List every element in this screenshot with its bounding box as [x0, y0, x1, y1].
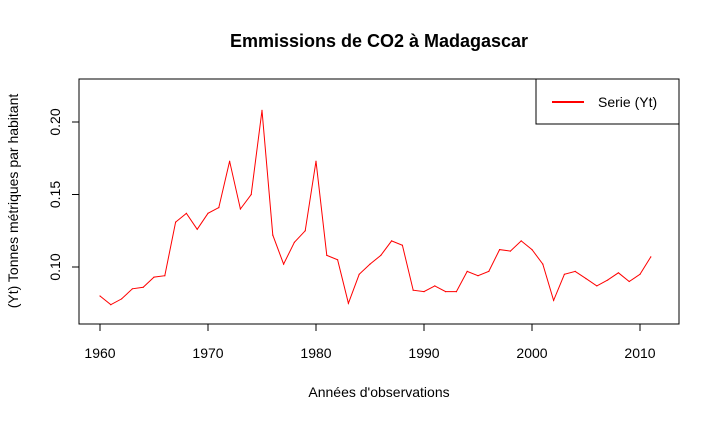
y-tick-label: 0.20	[47, 108, 63, 135]
data-point	[628, 280, 630, 283]
data-point	[358, 273, 360, 275]
data-point	[596, 285, 598, 287]
data-point	[239, 208, 241, 210]
data-point	[607, 279, 609, 281]
data-point	[261, 109, 263, 111]
data-point	[196, 228, 198, 230]
x-axis: 1960 1970 1980 1990 2000 2010	[84, 323, 656, 361]
data-point	[272, 234, 274, 236]
x-tick-label: 1970	[192, 345, 223, 361]
data-point	[412, 289, 414, 291]
y-axis-label: (Yt) Tonnes métriques par habitant	[5, 94, 21, 309]
data-point	[466, 270, 468, 272]
x-tick-label: 1980	[300, 345, 331, 361]
data-points	[99, 109, 652, 306]
data-point	[315, 160, 317, 162]
x-tick-label: 2010	[624, 345, 655, 361]
data-point	[423, 291, 425, 293]
data-point	[326, 254, 328, 256]
data-point	[477, 275, 479, 277]
x-axis-label: Années d'observations	[308, 384, 449, 400]
data-point	[164, 275, 166, 277]
data-point	[142, 286, 144, 288]
data-point	[380, 254, 382, 256]
data-point	[110, 304, 112, 306]
data-point	[531, 249, 533, 251]
data-point	[650, 256, 652, 258]
plot-area	[99, 109, 652, 306]
data-point	[401, 244, 403, 246]
data-point	[293, 241, 295, 243]
data-point	[553, 299, 555, 301]
data-point	[585, 278, 587, 280]
data-point	[304, 230, 306, 232]
y-tick-label: 0.15	[47, 181, 63, 208]
legend: Serie (Yt)	[535, 78, 680, 125]
x-tick-label: 1990	[408, 345, 439, 361]
data-point	[520, 240, 522, 242]
data-point	[369, 263, 371, 265]
data-point	[153, 276, 155, 278]
data-point	[445, 291, 447, 293]
series-line	[99, 110, 652, 306]
data-point	[175, 221, 177, 223]
data-point	[218, 207, 220, 209]
x-tick-label: 2000	[516, 345, 547, 361]
data-point	[639, 273, 641, 275]
chart-title: Emmissions de CO2 à Madagascar	[230, 31, 528, 51]
x-tick-label: 1960	[84, 345, 115, 361]
y-axis: 0.10 0.15 0.20	[47, 108, 80, 281]
data-point	[347, 302, 349, 304]
data-point	[121, 298, 123, 300]
data-point	[434, 285, 436, 287]
data-point	[185, 212, 187, 214]
data-point	[391, 240, 393, 242]
data-point	[574, 270, 576, 272]
data-point	[542, 263, 544, 265]
data-point	[250, 193, 252, 196]
legend-label: Serie (Yt)	[598, 94, 657, 110]
data-point	[499, 249, 501, 251]
data-point	[337, 259, 339, 261]
data-point	[229, 160, 231, 162]
data-point	[563, 273, 566, 275]
data-point	[283, 263, 285, 265]
data-point	[99, 295, 101, 297]
data-point	[488, 270, 490, 272]
y-tick-label: 0.10	[47, 253, 63, 280]
data-point	[207, 212, 209, 214]
data-point	[617, 272, 620, 274]
data-point	[131, 288, 133, 290]
data-point	[509, 250, 511, 252]
data-point	[455, 291, 457, 293]
